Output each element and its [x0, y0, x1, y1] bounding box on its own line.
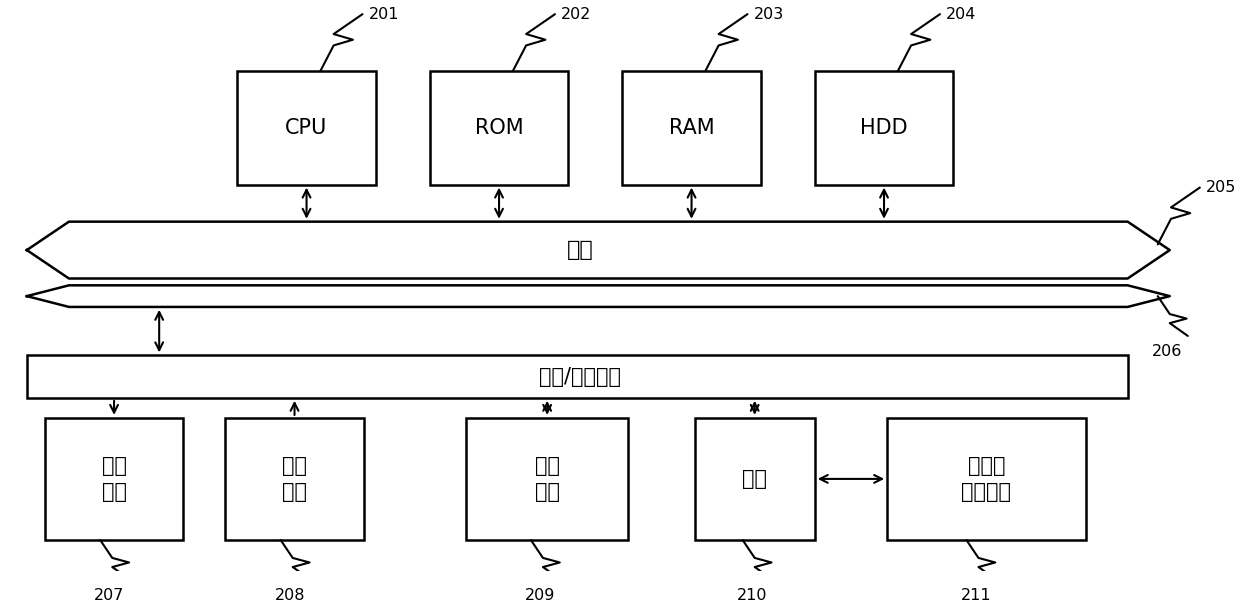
Text: 206: 206 — [1152, 344, 1182, 359]
Bar — [225, 418, 364, 540]
Text: 总线: 总线 — [567, 240, 593, 260]
Text: 207: 207 — [94, 589, 125, 603]
Text: 驱动: 驱动 — [742, 469, 767, 489]
Text: 输入/输入接口: 输入/输入接口 — [539, 367, 621, 387]
Text: 203: 203 — [753, 7, 784, 22]
Bar — [27, 355, 1127, 398]
Bar — [430, 71, 569, 185]
Text: 输入
单元: 输入 单元 — [102, 456, 126, 502]
Bar — [45, 418, 183, 540]
Polygon shape — [27, 285, 1170, 307]
Text: 可移动
记录媒介: 可移动 记录媒介 — [961, 456, 1011, 502]
Text: 205: 205 — [1206, 180, 1237, 195]
Text: ROM: ROM — [475, 118, 523, 138]
Bar — [622, 71, 761, 185]
Text: 201: 201 — [368, 7, 399, 22]
Text: RAM: RAM — [669, 118, 715, 138]
Bar — [695, 418, 815, 540]
Text: 210: 210 — [737, 589, 767, 603]
Text: 208: 208 — [275, 589, 305, 603]
Text: 输出
单元: 输出 单元 — [282, 456, 307, 502]
Text: CPU: CPU — [285, 118, 328, 138]
Bar — [238, 71, 375, 185]
Polygon shape — [27, 222, 1170, 279]
Text: 通信
单元: 通信 单元 — [535, 456, 560, 502]
Bar — [466, 418, 628, 540]
Text: 211: 211 — [960, 589, 991, 603]
Text: HDD: HDD — [860, 118, 908, 138]
Text: 202: 202 — [561, 7, 591, 22]
Bar — [887, 418, 1085, 540]
Bar — [815, 71, 953, 185]
Text: 209: 209 — [525, 589, 555, 603]
Text: 204: 204 — [947, 7, 976, 22]
